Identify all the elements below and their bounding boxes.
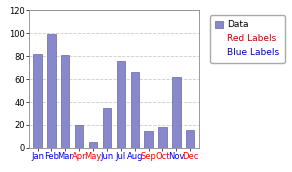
Bar <box>75 125 83 148</box>
Bar <box>47 34 55 148</box>
Legend: Data, Red Labels, Blue Labels: Data, Red Labels, Blue Labels <box>210 15 284 63</box>
Bar <box>131 72 139 148</box>
Bar <box>61 55 69 148</box>
Bar <box>103 108 111 148</box>
Bar <box>172 77 180 148</box>
Bar <box>186 130 194 148</box>
Bar <box>117 61 125 148</box>
Bar <box>158 127 167 148</box>
Bar <box>145 131 153 148</box>
Bar <box>33 54 42 148</box>
Bar <box>89 142 97 148</box>
